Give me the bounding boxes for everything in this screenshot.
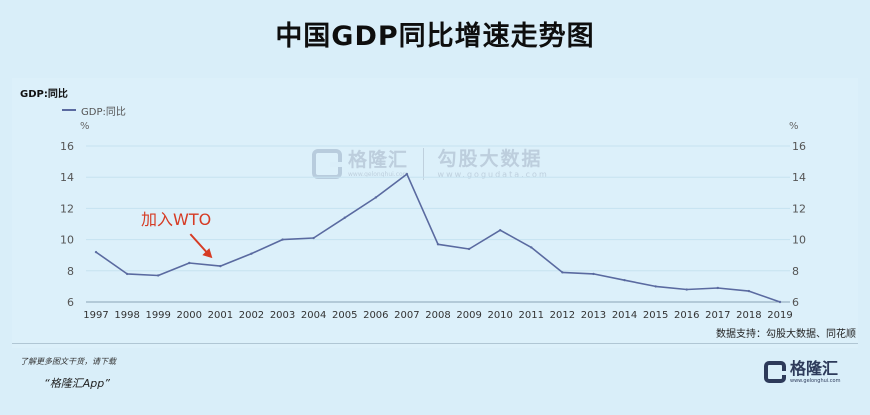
data-point	[125, 272, 129, 276]
data-point	[623, 278, 626, 282]
x-tick-label: 2011	[519, 310, 544, 321]
data-point	[716, 286, 720, 290]
x-tick-label: 2017	[705, 310, 730, 321]
data-point	[343, 216, 346, 219]
x-tick-label: 2004	[301, 310, 326, 321]
watermark-partner-url: www.gogudata.com	[437, 170, 549, 179]
x-tick-label: 2019	[767, 310, 792, 321]
data-point	[405, 172, 409, 176]
x-tick-label: 2013	[581, 310, 606, 321]
x-tick-label: 2012	[550, 310, 575, 321]
data-point	[281, 238, 284, 241]
x-tick-label: 2003	[270, 310, 295, 321]
x-tick-label: 2018	[736, 310, 761, 321]
annotation-arrow-shaft	[189, 233, 210, 255]
y-tick-label-right: 10	[792, 234, 806, 247]
footer-app-name: “格隆汇App”	[44, 377, 110, 390]
data-point	[219, 264, 222, 268]
watermark-brand-url: www.gelonghui.com	[348, 171, 409, 178]
legend-label: GDP:同比	[81, 106, 126, 118]
data-point	[498, 229, 502, 232]
y-tick-label-left: 10	[60, 234, 74, 247]
x-tick-label: 2006	[363, 310, 388, 321]
watermark: 格隆汇 www.gelonghui.com 勾股大数据 www.gogudata…	[312, 142, 549, 186]
chart-panel	[12, 78, 858, 348]
y-tick-label-right: 16	[792, 140, 806, 153]
data-point	[592, 272, 595, 276]
watermark-partner: 勾股大数据	[437, 148, 543, 170]
annotation-arrow-head	[202, 248, 213, 259]
x-tick-label: 2005	[332, 310, 357, 321]
data-point	[747, 289, 751, 293]
data-point	[654, 285, 657, 288]
y-tick-label-left: 14	[60, 171, 74, 184]
x-tick-label: 1998	[114, 310, 139, 321]
y-axis-unit-left: %	[80, 121, 90, 132]
y-tick-label-left: 8	[67, 265, 74, 278]
annotation-wto: 加入WTO	[141, 210, 212, 229]
data-point	[530, 246, 533, 249]
footer-divider	[12, 343, 858, 344]
x-tick-label: 2015	[643, 310, 668, 321]
data-point	[156, 274, 160, 277]
x-tick-label: 1999	[145, 310, 170, 321]
data-point	[685, 288, 688, 291]
y-tick-label-right: 14	[792, 171, 806, 184]
x-tick-label: 2007	[394, 310, 419, 321]
x-tick-label: 2000	[177, 310, 202, 321]
x-tick-label: 2001	[208, 310, 233, 321]
data-point	[94, 250, 98, 254]
data-point	[561, 271, 564, 274]
x-tick-label: 2016	[674, 310, 699, 321]
series-title: GDP:同比	[20, 89, 68, 100]
y-tick-label-left: 6	[67, 296, 74, 309]
x-tick-label: 2008	[425, 310, 450, 321]
series-line	[95, 173, 781, 303]
source-note: 数据支持：勾股大数据、同花顺	[716, 329, 856, 340]
x-tick-label: 2014	[612, 310, 637, 321]
gelonghui-logo-icon	[764, 361, 786, 383]
legend-swatch	[62, 109, 76, 111]
y-tick-label-right: 12	[792, 202, 806, 215]
data-point	[374, 196, 378, 199]
footer-logo-brand: 格隆汇	[790, 359, 839, 378]
x-tick-label: 2002	[239, 310, 264, 321]
x-tick-label: 1997	[83, 310, 108, 321]
y-tick-label-right: 8	[792, 265, 799, 278]
data-point	[436, 243, 440, 246]
data-point	[467, 247, 471, 251]
y-tick-label-left: 12	[60, 202, 74, 215]
footer-logo[interactable]: 格隆汇 www.gelonghui.com	[764, 360, 840, 384]
data-point	[778, 300, 782, 304]
x-tick-label: 2009	[456, 310, 481, 321]
footer-logo-url: www.gelonghui.com	[790, 378, 841, 384]
y-tick-label-right: 6	[792, 296, 799, 309]
y-tick-label-left: 16	[60, 140, 74, 153]
data-point	[188, 261, 191, 265]
page-title: 中国GDP同比增速走势图	[275, 21, 595, 52]
y-axis-unit-right: %	[789, 121, 799, 132]
watermark-divider	[422, 148, 424, 180]
data-point	[312, 236, 315, 240]
legend[interactable]: GDP:同比	[62, 104, 126, 118]
x-tick-label: 2010	[487, 310, 512, 321]
data-point	[250, 252, 253, 255]
watermark-brand: 格隆汇	[348, 149, 409, 171]
footer-note: 了解更多图文干货，请下载	[20, 357, 116, 366]
